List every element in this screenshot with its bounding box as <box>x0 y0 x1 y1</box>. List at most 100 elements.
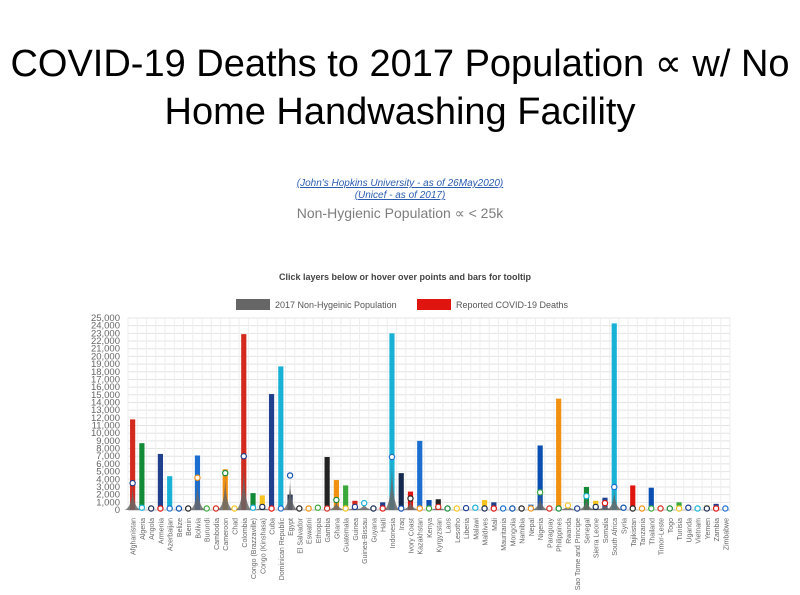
x-tick-label: Guinea-Bissau <box>362 518 369 564</box>
population-point[interactable] <box>675 505 683 512</box>
population-point[interactable] <box>499 505 507 512</box>
population-point[interactable] <box>518 505 525 512</box>
population-point[interactable] <box>370 505 377 512</box>
population-point[interactable] <box>138 504 146 511</box>
population-point[interactable] <box>611 483 618 491</box>
population-point[interactable] <box>435 503 442 511</box>
population-point[interactable] <box>555 505 562 512</box>
bar-deaths[interactable] <box>268 394 275 510</box>
population-spike <box>578 496 595 510</box>
legend-item-deaths[interactable]: Reported COVID-19 Deaths <box>417 299 569 310</box>
population-point[interactable] <box>231 505 238 512</box>
bar-deaths[interactable] <box>278 366 284 510</box>
population-point[interactable] <box>286 472 294 479</box>
population-point[interactable] <box>638 505 646 512</box>
population-point[interactable] <box>175 505 183 512</box>
population-point[interactable] <box>472 504 479 511</box>
population-point[interactable] <box>453 505 460 512</box>
bar-deaths[interactable] <box>241 334 247 510</box>
population-point[interactable] <box>305 505 312 512</box>
population-point[interactable] <box>657 505 664 512</box>
y-tick-label: 4,000 <box>96 474 120 485</box>
population-point[interactable] <box>184 505 192 512</box>
population-point[interactable] <box>407 495 414 502</box>
population-point[interactable] <box>444 505 451 512</box>
population-point[interactable] <box>601 499 609 507</box>
unicef-source-link[interactable]: (Unicef - as of 2017) <box>354 190 446 201</box>
legend-item-population[interactable]: 2017 Non-Hygeinic Population <box>236 299 397 310</box>
population-point[interactable] <box>694 505 701 512</box>
bar-deaths[interactable] <box>157 453 164 510</box>
population-point[interactable] <box>147 505 155 512</box>
x-tick-label: Kazakhstan <box>418 518 425 555</box>
y-tick-label: 15,000 <box>91 390 120 401</box>
bar-deaths[interactable] <box>630 485 636 510</box>
population-point[interactable] <box>416 505 423 512</box>
bar-deaths[interactable] <box>537 445 543 510</box>
bar-deaths[interactable] <box>426 500 432 510</box>
population-point[interactable] <box>129 479 136 487</box>
population-point[interactable] <box>536 489 544 496</box>
population-point[interactable] <box>583 492 590 500</box>
population-point[interactable] <box>222 469 229 477</box>
population-point[interactable] <box>398 505 405 512</box>
population-point[interactable] <box>351 503 359 511</box>
population-point[interactable] <box>685 504 692 511</box>
x-tick-label: Colombia <box>242 518 249 548</box>
population-point[interactable] <box>462 504 470 512</box>
population-point[interactable] <box>314 504 322 511</box>
population-point[interactable] <box>546 505 553 512</box>
jhu-source-link[interactable]: (John's Hopkins University - as of 26May… <box>296 178 504 189</box>
population-point[interactable] <box>194 474 201 481</box>
population-point[interactable] <box>203 505 210 512</box>
population-point[interactable] <box>592 503 599 511</box>
population-point[interactable] <box>490 505 498 512</box>
population-point[interactable] <box>240 453 247 460</box>
population-point[interactable] <box>323 505 331 512</box>
population-point[interactable] <box>425 505 433 512</box>
x-tick-label: Timor-Leste <box>659 518 666 555</box>
population-point[interactable] <box>666 505 674 512</box>
population-point[interactable] <box>296 505 303 512</box>
population-point[interactable] <box>166 505 173 512</box>
population-point[interactable] <box>157 505 164 512</box>
bar-deaths[interactable] <box>250 493 256 510</box>
bar-deaths[interactable] <box>389 333 395 510</box>
population-point[interactable] <box>648 505 655 512</box>
population-point[interactable] <box>277 505 285 512</box>
bar-deaths[interactable] <box>398 473 404 510</box>
y-tick-label: 12,000 <box>91 413 120 424</box>
population-point[interactable] <box>481 505 488 512</box>
population-point[interactable] <box>712 505 720 512</box>
bar-deaths[interactable] <box>343 485 349 510</box>
bar-deaths[interactable] <box>324 457 330 510</box>
population-point[interactable] <box>360 499 368 507</box>
population-point[interactable] <box>564 502 572 509</box>
population-point[interactable] <box>722 505 729 512</box>
population-point[interactable] <box>388 453 396 461</box>
population-point[interactable] <box>259 503 266 511</box>
bar-deaths[interactable] <box>648 487 654 510</box>
population-point[interactable] <box>629 505 636 512</box>
bar-deaths[interactable] <box>130 419 136 510</box>
population-point[interactable] <box>509 505 516 512</box>
chart-legend: 2017 Non-Hygeinic Population Reported CO… <box>236 299 569 310</box>
population-point[interactable] <box>212 505 220 512</box>
population-point[interactable] <box>249 504 257 511</box>
bar-deaths[interactable] <box>481 500 488 510</box>
bar-deaths[interactable] <box>611 323 617 510</box>
population-point[interactable] <box>620 504 627 511</box>
bar-deaths[interactable] <box>417 440 423 510</box>
bar-deaths[interactable] <box>167 476 173 510</box>
bar-deaths[interactable] <box>556 398 562 510</box>
population-point[interactable] <box>268 505 275 512</box>
bar-deaths[interactable] <box>259 495 265 510</box>
population-point[interactable] <box>342 505 349 512</box>
population-point[interactable] <box>333 496 340 504</box>
population-point[interactable] <box>379 505 386 512</box>
population-point[interactable] <box>527 505 535 512</box>
bar-deaths[interactable] <box>333 480 339 510</box>
population-point[interactable] <box>573 505 581 512</box>
population-point[interactable] <box>703 505 711 512</box>
bar-deaths[interactable] <box>139 443 145 510</box>
